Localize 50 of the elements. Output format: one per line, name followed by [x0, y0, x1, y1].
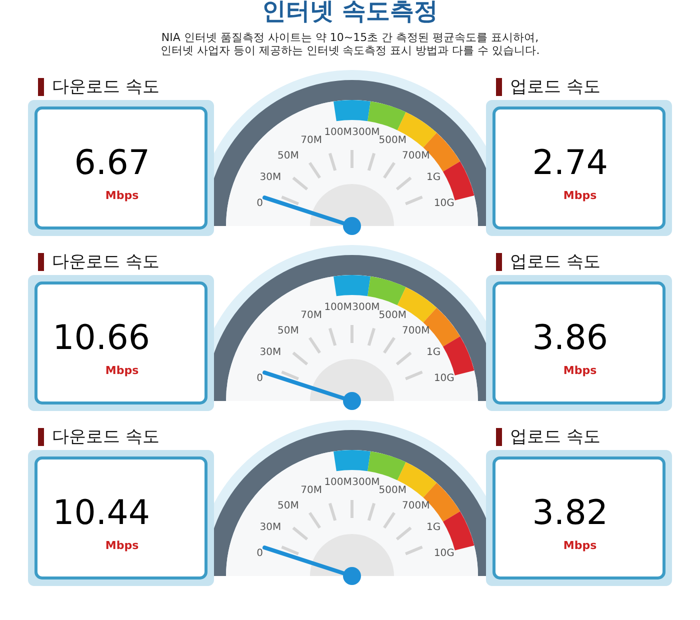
text: 인터넷 속도측정: [262, 0, 438, 25]
text: 30M: [260, 172, 282, 184]
text: 0: [256, 548, 264, 560]
text: 50M: [277, 326, 299, 337]
data-label: 6.67: [74, 143, 150, 183]
text: 30M: [260, 522, 282, 534]
text: Mbps: [563, 189, 597, 202]
text: 0: [256, 373, 264, 384]
text: 300M: [352, 477, 380, 488]
text: 10G: [434, 373, 454, 384]
data-label: 3.86: [532, 318, 608, 358]
text: 70M: [300, 485, 322, 496]
text: 50M: [277, 150, 299, 162]
text: 500M: [378, 485, 407, 496]
text: 500M: [378, 135, 407, 146]
category-label: 업로드 속도: [510, 252, 600, 272]
text: 0: [256, 198, 264, 210]
text: Mbps: [105, 189, 140, 202]
text: 300M: [352, 127, 380, 138]
text: 300M: [352, 302, 380, 314]
category-label: 다운로드 속도: [52, 77, 160, 97]
text: 1G: [426, 347, 441, 358]
data-label: 2.74: [532, 143, 608, 183]
text: 1G: [426, 522, 441, 534]
text: NIA 인터넷 품질측정 사이트는 약 10~15초 간 측정된 평균속도를 표시하여, 인터넷 사업자 등이 제공하는 인터넷 속도측정 표시 방법과 다를 수 있습니다.: [160, 31, 540, 57]
text: 700M: [402, 500, 430, 512]
category-label: 다운로드 속도: [52, 252, 160, 272]
text: 700M: [402, 326, 430, 337]
text: 500M: [378, 310, 407, 322]
text: Mbps: [105, 539, 140, 552]
text: 100M: [324, 127, 352, 138]
text: 100M: [324, 302, 352, 314]
data-label: 10.66: [52, 318, 150, 358]
category-label: 업로드 속도: [510, 427, 600, 447]
text: 30M: [260, 347, 282, 358]
text: 10G: [434, 198, 454, 210]
category-label: 다운로드 속도: [52, 427, 160, 447]
text: 10G: [434, 548, 454, 560]
text: Mbps: [105, 364, 140, 377]
text: 100M: [324, 477, 352, 488]
category-label: 업로드 속도: [510, 77, 600, 97]
text: Mbps: [563, 364, 597, 377]
text: Mbps: [563, 539, 597, 552]
text: 70M: [300, 310, 322, 322]
data-label: 3.82: [532, 493, 608, 533]
text: 70M: [300, 135, 322, 146]
text: 1G: [426, 172, 441, 184]
text: 700M: [402, 150, 430, 162]
data-label: 10.44: [52, 493, 150, 533]
text: 50M: [277, 500, 299, 512]
